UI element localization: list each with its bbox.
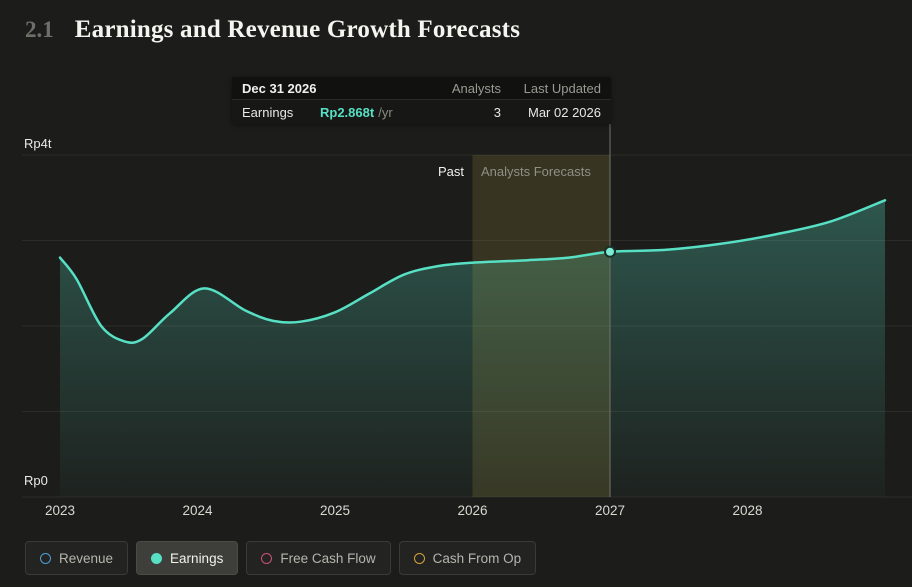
tooltip-value-row: Earnings Rp2.868t /yr 3 Mar 02 2026 (232, 100, 611, 124)
earnings-area-fill (60, 200, 885, 498)
tooltip-header-row: Dec 31 2026 Analysts Last Updated (232, 77, 611, 100)
x-tick-label-2027: 2027 (594, 503, 626, 518)
legend-label: Revenue (59, 550, 114, 566)
section-header: 2.1 Earnings and Revenue Growth Forecast… (25, 16, 520, 44)
x-tick-label-2028: 2028 (732, 503, 763, 518)
cash-from-op-series-icon (413, 552, 425, 564)
free-cash-flow-series-icon (261, 552, 273, 564)
tooltip-value-suffix: /yr (378, 104, 393, 120)
legend-button-earnings[interactable]: Earnings (136, 541, 239, 575)
x-tick-label-2025: 2025 (319, 503, 351, 518)
chart-legend: Revenue Earnings Free Cash Flow Cash From O… (25, 541, 537, 575)
marker-dot[interactable] (604, 245, 616, 258)
tooltip-analysts-header: Analysts (451, 80, 501, 96)
y-axis-min-label: Rp0 (24, 473, 48, 488)
chart-tooltip: Dec 31 2026 Analysts Last Updated Earnin… (232, 77, 611, 124)
legend-button-free-cash-flow[interactable]: Free Cash Flow (246, 541, 391, 575)
forecast-band (472, 155, 610, 497)
earnings-line (58, 199, 887, 344)
analysts-forecasts-label: Analysts Forecasts (481, 164, 591, 179)
x-tick-label-2023: 2023 (44, 503, 76, 518)
legend-label: Cash From Op (432, 550, 522, 566)
page-title: Earnings and Revenue Growth Forecasts (74, 16, 521, 43)
y-axis-max-label: Rp4t (24, 136, 52, 151)
tooltip-analyst-count: 3 (493, 104, 501, 120)
revenue-series-icon (40, 552, 51, 564)
x-tick-label-2026: 2026 (457, 503, 488, 518)
tooltip-date: Dec 31 2026 (242, 80, 317, 96)
tooltip-last-updated-value: Mar 02 2026 (528, 104, 601, 120)
legend-label: Earnings (170, 550, 224, 566)
earnings-series-icon (151, 552, 163, 564)
x-tick-label-2024: 2024 (182, 503, 213, 518)
tooltip-last-updated-header: Last Updated (523, 80, 601, 96)
legend-button-cash-from-op[interactable]: Cash From Op (398, 541, 537, 575)
tooltip-earnings-value: Rp2.868t (320, 104, 375, 120)
legend-button-revenue[interactable]: Revenue (25, 541, 129, 575)
tooltip-series-label: Earnings (242, 104, 294, 120)
past-label: Past (437, 164, 464, 179)
section-number: 2.1 (25, 17, 54, 42)
legend-label: Free Cash Flow (280, 550, 376, 566)
